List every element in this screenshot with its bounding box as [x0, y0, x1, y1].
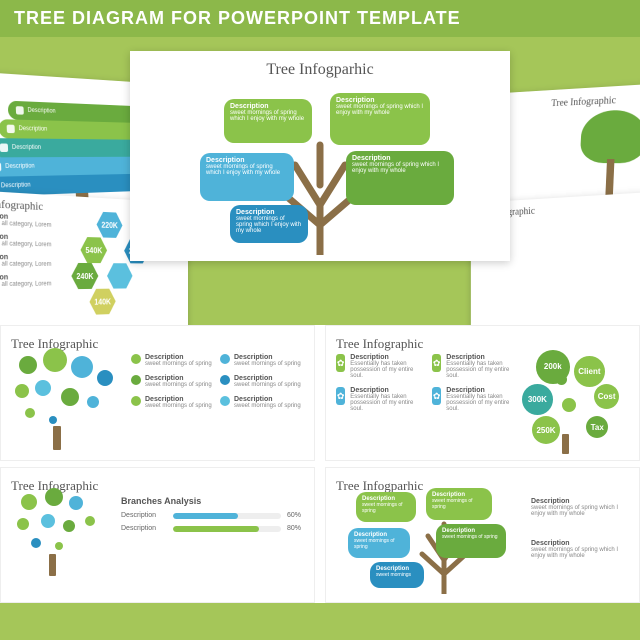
tree-circle — [41, 514, 55, 528]
leaf-block: Descriptionsweet mornings of spring whic… — [346, 151, 454, 205]
tree-circle — [21, 494, 37, 510]
desc-item: DescriptionSuitable for all category, Lo… — [0, 212, 68, 230]
hex-node — [107, 263, 132, 289]
hex-node: 540K — [80, 237, 107, 263]
tree-circle — [87, 396, 99, 408]
tree-circle — [61, 388, 79, 406]
tree-circle — [55, 542, 63, 550]
desc-item: DescriptionSuitable for all category, Lo… — [0, 253, 68, 268]
tree-bubble — [556, 374, 567, 385]
desc-item: Descriptionsweet mornings of spring — [131, 375, 212, 388]
desc-sub: sweet mornings of spring which I enjoy w… — [531, 547, 618, 559]
tree-circle — [19, 356, 37, 374]
tree-circle — [49, 416, 57, 424]
bar-row: Description80% — [121, 525, 301, 532]
card-tree-bubbles: Tree Infographic ✿DescriptionEssentially… — [325, 325, 640, 461]
leaf-block: Descriptionsweet mornings of spring whic… — [200, 153, 294, 201]
leaf-icon: ✿ — [432, 387, 441, 405]
leaf-icon: ✿ — [432, 354, 441, 372]
leaf-block: Descriptionsweet mornings of spring — [436, 524, 506, 558]
card-tree-bars: Tree Infographic Branches Analysis Descr… — [0, 467, 315, 603]
desc-item: Descriptionsweet mornings of spring — [131, 354, 212, 367]
icon-desc: ✿DescriptionEssentially has taken posses… — [336, 354, 420, 379]
tree-circle — [25, 408, 35, 418]
tree-bubble: 300K — [522, 384, 553, 415]
desc-sub: sweet mornings of spring which I enjoy w… — [531, 505, 618, 517]
tree-bubble: Cost — [594, 384, 619, 409]
leaf-block: Descriptionsweet mornings of spring whic… — [230, 205, 308, 243]
desc-label: Description — [531, 498, 631, 505]
tree-circle — [85, 516, 95, 526]
tree-bubble: Tax — [586, 416, 608, 438]
bar-row: Description60% — [121, 512, 301, 519]
bottom-grid: Tree Infographic Descriptionsweet mornin… — [0, 325, 640, 603]
card-tree-circles: Tree Infographic Descriptionsweet mornin… — [0, 325, 315, 461]
desc-item: DescriptionSuitable for all category, Lo… — [0, 274, 68, 288]
desc-item: Descriptionsweet mornings of spring — [131, 396, 212, 409]
hero-area: DescriptionDescriptionDescriptionDescrip… — [0, 37, 640, 325]
desc-item: Descriptionsweet mornings of spring — [220, 375, 301, 388]
desc-item: DescriptionSuitable for all category, Lo… — [0, 233, 68, 249]
leaf-block: Descriptionsweet mornings of spring — [348, 528, 410, 558]
icon-desc: ✿DescriptionEssentially has taken posses… — [432, 354, 516, 379]
tree-bubble: 250K — [532, 416, 560, 444]
tree-circle — [35, 380, 51, 396]
card-title: Tree Infographic — [336, 336, 629, 352]
tree-circle — [97, 370, 113, 386]
tree-circle — [15, 384, 29, 398]
leaf-icon: ✿ — [336, 387, 345, 405]
leaf-block: Descriptionsweet mornings of spring whic… — [330, 93, 430, 145]
desc-item: Descriptionsweet mornings of spring — [220, 354, 301, 367]
header-bar: TREE DIAGRAM FOR POWERPOINT TEMPLATE — [0, 0, 640, 37]
tree-circle — [31, 538, 41, 548]
analysis-title: Branches Analysis — [121, 496, 301, 506]
leaf-block: Descriptionsweet mornings of spring whic… — [224, 99, 312, 143]
slide-title: Tree Infographic — [499, 91, 640, 112]
leaf-block: Descriptionsweet mornings of spring — [426, 488, 492, 520]
tree-bubble — [562, 398, 576, 412]
tree-layer: Description — [0, 119, 150, 140]
hex-node: 240K — [71, 263, 98, 289]
desc-item: Descriptionsweet mornings of spring — [220, 396, 301, 409]
tree-circle — [43, 348, 67, 372]
tree-circle — [63, 520, 75, 532]
tree-circle — [45, 488, 63, 506]
tree-circle — [17, 518, 29, 530]
leaf-block: Descriptionsweet mornings of spring — [356, 492, 416, 522]
icon-desc: ✿DescriptionEssentially has taken posses… — [432, 387, 516, 412]
hex-node: 140K — [89, 289, 115, 315]
main-title: Tree Infogparhic — [140, 61, 500, 79]
tree-bubble: Client — [574, 356, 605, 387]
card-tree-leaves: Tree Infogparhic Descriptionsweet mornin… — [325, 467, 640, 603]
tree-circle — [69, 496, 83, 510]
leaf-icon: ✿ — [336, 354, 345, 372]
tree-circle — [71, 356, 93, 378]
header-title: TREE DIAGRAM FOR POWERPOINT TEMPLATE — [14, 8, 461, 28]
leaf-block: Descriptionsweet mornings — [370, 562, 424, 588]
icon-desc: ✿DescriptionEssentially has taken posses… — [336, 387, 420, 412]
desc-label: Description — [531, 540, 631, 547]
slide-main: Tree Infogparhic Descriptionsweet mornin… — [130, 51, 510, 261]
